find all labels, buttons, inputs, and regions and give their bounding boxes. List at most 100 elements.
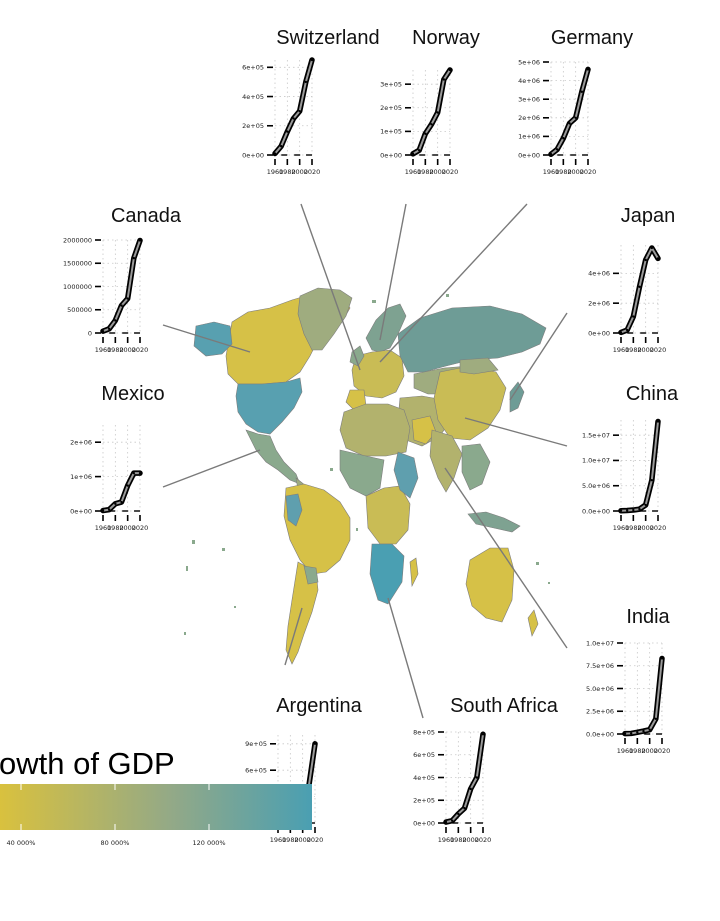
- inset-xtick-label-china: 1960: [613, 524, 630, 532]
- inset-xtick-label-china: 1980: [625, 524, 642, 532]
- inset-point-switzerland: [298, 109, 301, 113]
- inset-ytick-label-germany: 0e+00: [518, 151, 540, 159]
- inset-xtick-label-china: 2000: [637, 524, 654, 532]
- inset-grid-mexico: [102, 425, 141, 512]
- legend-label-2: 80 000%: [101, 839, 130, 847]
- inset-point-switzerland: [310, 58, 314, 62]
- leader-india: [444, 467, 568, 649]
- inset-title-norway: Norway: [412, 27, 480, 49]
- map-mexico[interactable]: [245, 429, 301, 485]
- legend: owth of GDP 40 000% 80 000% 120 000%: [0, 746, 312, 847]
- inset-point-germany: [574, 116, 577, 120]
- inset-point-germany: [580, 90, 584, 93]
- map-mongolia[interactable]: [459, 357, 499, 375]
- leader-japan: [509, 312, 568, 401]
- legend-label-1: 40 000%: [7, 839, 36, 847]
- inset-xtick-label-norway: 2020: [442, 168, 459, 176]
- inset-series-line-canada: [102, 239, 141, 333]
- inset-point-argentina: [313, 742, 317, 745]
- inset-xtick-label-mexico: 1960: [95, 524, 112, 532]
- country-inset-charts: Switzerland0e+002e+054e+056e+05196019802…: [63, 27, 679, 844]
- inset-title-canada: Canada: [111, 205, 182, 227]
- inset-ytick-label-japan: 2e+06: [588, 299, 610, 307]
- inset-canada: Canada 0 500000 1000000 1500000 2000000 196019…: [63, 205, 182, 354]
- map-madagascar[interactable]: [409, 557, 419, 588]
- map-greenland[interactable]: [297, 287, 353, 351]
- inset-ytick-label-switzerland: 0e+00: [242, 151, 264, 159]
- inset-title-china: China: [626, 383, 679, 405]
- inset-ytick-label-south-africa: 6e+05: [413, 751, 435, 759]
- inset-ytick-label-switzerland: 4e+05: [242, 93, 264, 101]
- map-north-africa[interactable]: [339, 403, 411, 457]
- inset-ytick-label-norway: 1e+05: [380, 128, 402, 136]
- inset-xtick-label-mexico: 2000: [119, 524, 136, 532]
- inset-point-switzerland: [304, 80, 308, 84]
- inset-ytick-label-china: 5.0e+06: [582, 482, 610, 490]
- inset-point-germany: [568, 122, 571, 125]
- inset-xtick-label-germany: 2000: [567, 168, 584, 176]
- inset-point-china: [632, 508, 635, 512]
- inset-grid-germany: [550, 61, 589, 156]
- inset-point-germany: [562, 137, 565, 140]
- inset-point-japan: [656, 257, 660, 260]
- inset-point-canada: [138, 239, 142, 242]
- map-india[interactable]: [429, 429, 463, 493]
- map-new-zealand[interactable]: [527, 609, 539, 637]
- inset-point-switzerland: [279, 145, 283, 148]
- inset-xtick-label-norway: 1980: [417, 168, 434, 176]
- legend-color-bar: [0, 784, 312, 830]
- leader-argentina: [284, 607, 303, 666]
- inset-xtick-label-japan: 2000: [637, 346, 654, 354]
- inset-ytick-label-india: 7.5e+06: [586, 662, 614, 670]
- inset-series-outline-india: [622, 655, 665, 737]
- map-china[interactable]: [433, 365, 507, 441]
- inset-point-china: [656, 420, 660, 423]
- map-usa[interactable]: [235, 377, 303, 435]
- inset-xtick-label-germany: 1960: [543, 168, 560, 176]
- inset-series-outline-norway: [410, 67, 453, 157]
- inset-ytick-label-south-africa: 2e+05: [413, 797, 435, 805]
- inset-title-mexico: Mexico: [101, 383, 164, 405]
- inset-point-india: [629, 732, 633, 735]
- inset-series-line-mexico: [102, 472, 141, 512]
- map-east-africa[interactable]: [393, 451, 419, 499]
- inset-point-mexico: [107, 508, 111, 511]
- inset-point-south-africa: [469, 787, 472, 791]
- map-peru-bolivia[interactable]: [285, 493, 303, 527]
- inset-xtick-label-switzerland: 2020: [304, 168, 321, 176]
- inset-point-mexico: [126, 484, 129, 487]
- inset-point-south-africa: [457, 812, 460, 816]
- inset-point-japan: [650, 246, 654, 250]
- map-japan[interactable]: [509, 381, 525, 413]
- map-central-africa[interactable]: [365, 485, 411, 545]
- inset-point-india: [648, 728, 651, 731]
- map-southeast-asia[interactable]: [461, 443, 491, 491]
- map-indonesia[interactable]: [467, 511, 521, 533]
- inset-point-mexico: [101, 509, 105, 512]
- inset-point-canada: [114, 319, 117, 322]
- map-western-europe[interactable]: [351, 349, 405, 399]
- inset-ytick-label-south-africa: 0e+00: [413, 819, 435, 827]
- inset-point-germany: [555, 148, 559, 151]
- inset-point-china: [625, 509, 629, 512]
- map-alaska[interactable]: [193, 321, 233, 357]
- inset-germany: Germany 0e+00 1e+06 2e+06 3e+06 4e+06 5e+06 196…: [518, 27, 633, 176]
- inset-point-norway: [424, 132, 427, 135]
- inset-title-germany: Germany: [551, 27, 633, 49]
- inset-point-south-africa: [463, 807, 466, 810]
- inset-point-mexico: [138, 471, 142, 475]
- inset-point-japan: [625, 328, 629, 332]
- map-southern-africa[interactable]: [369, 543, 405, 605]
- map-saudi[interactable]: [411, 415, 437, 445]
- inset-ytick-label-china: 1.0e+07: [582, 457, 610, 465]
- inset-title-india: India: [626, 606, 670, 628]
- inset-xtick-label-switzerland: 1980: [279, 168, 296, 176]
- map-argentina-chile[interactable]: [285, 561, 319, 665]
- map-west-africa[interactable]: [339, 449, 385, 497]
- inset-xtick-label-mexico: 2020: [132, 524, 149, 532]
- map-scandinavia[interactable]: [365, 303, 407, 353]
- map-paraguay[interactable]: [303, 565, 319, 585]
- map-russia[interactable]: [397, 305, 547, 373]
